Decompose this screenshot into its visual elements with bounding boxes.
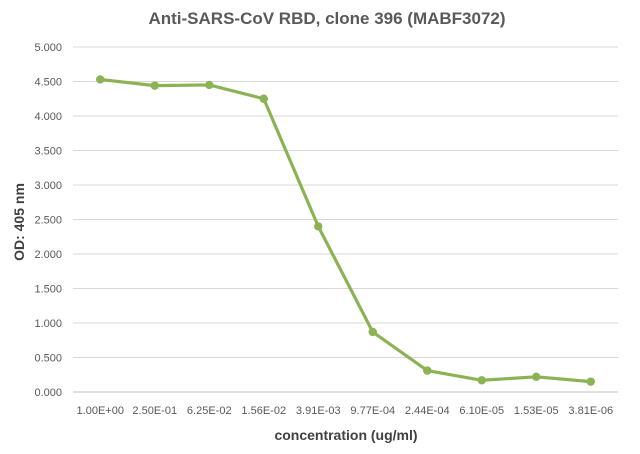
- data-point: [368, 327, 377, 337]
- data-point: [314, 222, 323, 231]
- x-tick-label: 9.77E-04: [350, 405, 395, 417]
- y-tick-label: 3.000: [34, 180, 62, 192]
- x-tick-label: 1.56E-02: [241, 405, 286, 417]
- y-tick-label: 0.500: [34, 353, 62, 365]
- chart-title: Anti-SARS-CoV RBD, clone 396 (MABF3072): [148, 9, 505, 28]
- y-tick-label: 2.000: [34, 249, 62, 261]
- data-point: [532, 372, 541, 382]
- y-tick-label: 4.500: [34, 77, 62, 89]
- x-tick-label: 3.91E-03: [296, 405, 341, 417]
- data-point: [205, 80, 214, 90]
- x-tick-label: 3.81E-06: [568, 405, 613, 417]
- y-tick-label: 2.500: [34, 215, 62, 227]
- y-tick-label: 5.000: [34, 42, 62, 54]
- series-layer: [96, 75, 595, 386]
- x-tick-label: 1.53E-05: [514, 405, 559, 417]
- data-point: [150, 81, 159, 90]
- x-axis-title: concentration (ug/ml): [274, 427, 417, 443]
- y-tick-label: 4.000: [34, 111, 62, 123]
- data-point: [477, 376, 486, 385]
- y-tick-label: 1.500: [34, 284, 62, 296]
- series-line: [98, 77, 593, 384]
- y-tick-labels: 0.000 0.500 1.000 1.500 2.000 2.500 3.000 3.500…: [34, 42, 62, 399]
- data-point: [259, 94, 268, 103]
- y-tick-label: 1.000: [34, 318, 62, 330]
- x-tick-label: 6.10E-05: [459, 405, 504, 417]
- y-tick-label: 0.000: [34, 387, 62, 399]
- data-point: [96, 75, 105, 84]
- y-axis-title: OD: 405 nm: [11, 183, 27, 261]
- y-tick-label: 3.500: [34, 146, 62, 158]
- x-tick-label: 6.25E-02: [187, 405, 232, 417]
- data-point: [423, 366, 432, 375]
- x-tick-labels: 1.00E+00 2.50E-01 6.25E-02 1.56E-02 3.91E-03…: [77, 405, 614, 417]
- x-tick-label: 2.50E-01: [132, 405, 177, 417]
- gridlines: [73, 46, 618, 393]
- x-tick-label: 2.44E-04: [405, 405, 450, 417]
- x-tick-label: 1.00E+00: [77, 405, 124, 417]
- data-point: [586, 377, 595, 386]
